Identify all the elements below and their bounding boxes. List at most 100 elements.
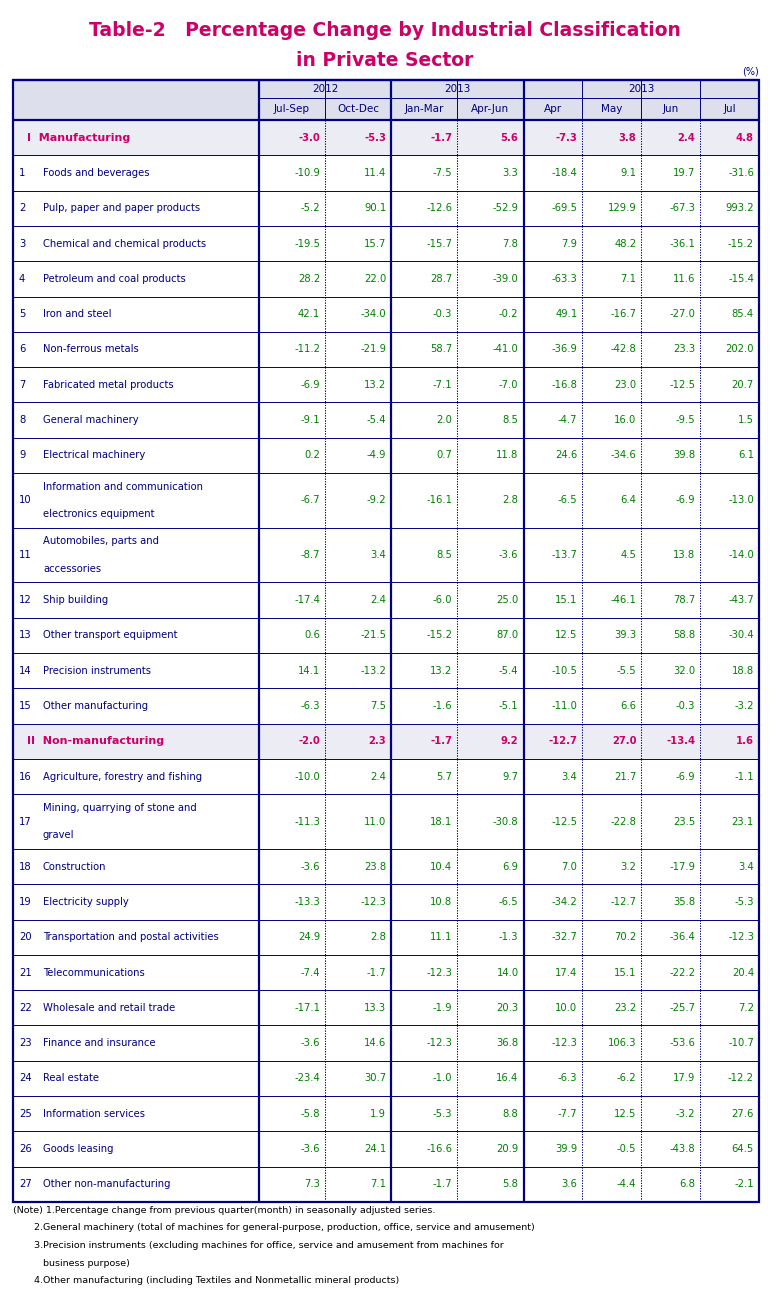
Text: Pulp, paper and paper products: Pulp, paper and paper products [43,203,200,214]
Text: -12.3: -12.3 [361,897,386,908]
Text: Information and communication: Information and communication [43,481,203,492]
Text: 22.0: 22.0 [364,274,386,284]
Text: -16.1: -16.1 [426,496,452,506]
Text: Agriculture, forestry and fishing: Agriculture, forestry and fishing [43,772,202,781]
Text: 2012: 2012 [312,83,338,94]
Text: 2: 2 [19,203,25,214]
Bar [13,689,759,724]
Text: 28.7: 28.7 [430,274,452,284]
Text: -1.9: -1.9 [433,1003,452,1013]
Text: -15.7: -15.7 [426,239,452,249]
Text: -34.0: -34.0 [361,309,386,319]
Text: -0.3: -0.3 [433,309,452,319]
Text: 1.5: 1.5 [738,415,754,425]
Text: 0.2: 0.2 [305,450,320,460]
Bar [13,331,759,368]
Text: 10: 10 [19,496,32,506]
Text: -0.3: -0.3 [676,702,695,711]
Text: 78.7: 78.7 [673,595,695,605]
Text: electronics equipment: electronics equipment [43,509,155,519]
Text: 17.9: 17.9 [673,1073,695,1084]
Text: -12.7: -12.7 [611,897,636,908]
Text: 5: 5 [19,309,25,319]
Text: Automobiles, parts and: Automobiles, parts and [43,536,159,546]
Text: 6.6: 6.6 [621,702,636,711]
Text: 2013: 2013 [628,83,654,94]
Text: -13.4: -13.4 [666,737,695,746]
Text: -12.7: -12.7 [548,737,578,746]
Text: 42.1: 42.1 [298,309,320,319]
Text: -52.9: -52.9 [492,203,518,214]
Text: -23.4: -23.4 [295,1073,320,1084]
Text: 24.6: 24.6 [555,450,578,460]
Text: 8.5: 8.5 [503,415,518,425]
Bar [13,261,759,296]
Text: -17.4: -17.4 [295,595,320,605]
Text: -9.5: -9.5 [675,415,695,425]
Bar [13,368,759,403]
Bar [13,528,759,583]
Text: 11.6: 11.6 [673,274,695,284]
Bar [13,1097,759,1132]
Text: Apr-Jun: Apr-Jun [471,104,510,113]
Text: Non-ferrous metals: Non-ferrous metals [43,344,138,355]
Text: 7.1: 7.1 [370,1179,386,1189]
Text: -0.2: -0.2 [499,309,518,319]
Text: -21.9: -21.9 [360,344,386,355]
Text: 14.1: 14.1 [298,666,320,675]
Text: 3.2: 3.2 [621,862,636,871]
Text: 8: 8 [19,415,25,425]
Text: 17: 17 [19,816,32,827]
Text: Electrical machinery: Electrical machinery [43,450,145,460]
Text: 24: 24 [19,1073,32,1084]
Text: -6.2: -6.2 [617,1073,636,1084]
Text: 129.9: 129.9 [608,203,636,214]
Text: 25: 25 [19,1108,32,1119]
Text: 3.4: 3.4 [738,862,754,871]
Text: 16: 16 [19,772,32,781]
Text: 11.8: 11.8 [496,450,518,460]
Text: 7.5: 7.5 [370,702,386,711]
Text: 23: 23 [19,1038,32,1048]
Text: 2.3: 2.3 [368,737,386,746]
Text: Telecommunications: Telecommunications [43,968,145,978]
Text: (%): (%) [742,67,759,76]
Text: Mining, quarrying of stone and: Mining, quarrying of stone and [43,803,197,812]
Text: -22.2: -22.2 [669,968,695,978]
Text: -12.5: -12.5 [551,816,578,827]
Text: -3.6: -3.6 [301,1038,320,1048]
Text: -6.5: -6.5 [499,897,518,908]
Text: -63.3: -63.3 [551,274,578,284]
Text: 16.4: 16.4 [496,1073,518,1084]
Text: 3.Precision instruments (excluding machines for office, service and amusement fr: 3.Precision instruments (excluding machi… [13,1241,504,1251]
Text: -12.3: -12.3 [551,1038,578,1048]
Text: 23.2: 23.2 [614,1003,636,1013]
Text: 7.3: 7.3 [305,1179,320,1189]
Text: -5.1: -5.1 [499,702,518,711]
Text: 23.5: 23.5 [673,816,695,827]
Text: 87.0: 87.0 [496,630,518,640]
Text: 7.1: 7.1 [621,274,636,284]
Text: 21: 21 [19,968,32,978]
Text: -10.9: -10.9 [295,168,320,177]
Text: -1.7: -1.7 [367,968,386,978]
Text: Jun: Jun [663,104,679,113]
Text: Foods and beverages: Foods and beverages [43,168,149,177]
Text: -16.8: -16.8 [551,379,578,390]
Text: 3.6: 3.6 [561,1179,578,1189]
Text: Goods leasing: Goods leasing [43,1144,114,1154]
Bar [13,724,759,759]
Text: -19.5: -19.5 [294,239,320,249]
Text: 2.4: 2.4 [677,133,695,142]
Text: -5.4: -5.4 [499,666,518,675]
Text: -34.6: -34.6 [611,450,636,460]
Text: -9.2: -9.2 [367,496,386,506]
Text: 9.2: 9.2 [501,737,518,746]
Text: 15: 15 [19,702,32,711]
Text: Jan-Mar: Jan-Mar [404,104,444,113]
Text: Other manufacturing: Other manufacturing [43,702,148,711]
Text: 49.1: 49.1 [555,309,578,319]
Text: General machinery: General machinery [43,415,138,425]
Text: 10.0: 10.0 [555,1003,578,1013]
Text: 22: 22 [19,1003,32,1013]
